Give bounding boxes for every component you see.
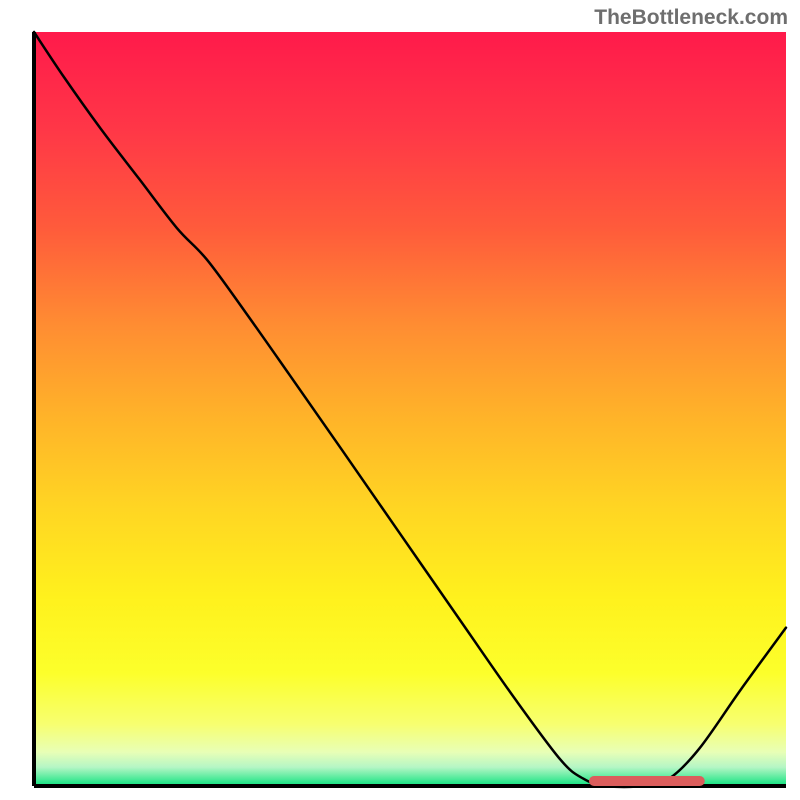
- watermark-text: TheBottleneck.com: [594, 6, 788, 30]
- plot-background: [34, 32, 786, 786]
- chart-container: TheBottleneck.com: [0, 0, 800, 800]
- optimal-marker: [589, 776, 705, 786]
- bottleneck-chart: [0, 0, 800, 800]
